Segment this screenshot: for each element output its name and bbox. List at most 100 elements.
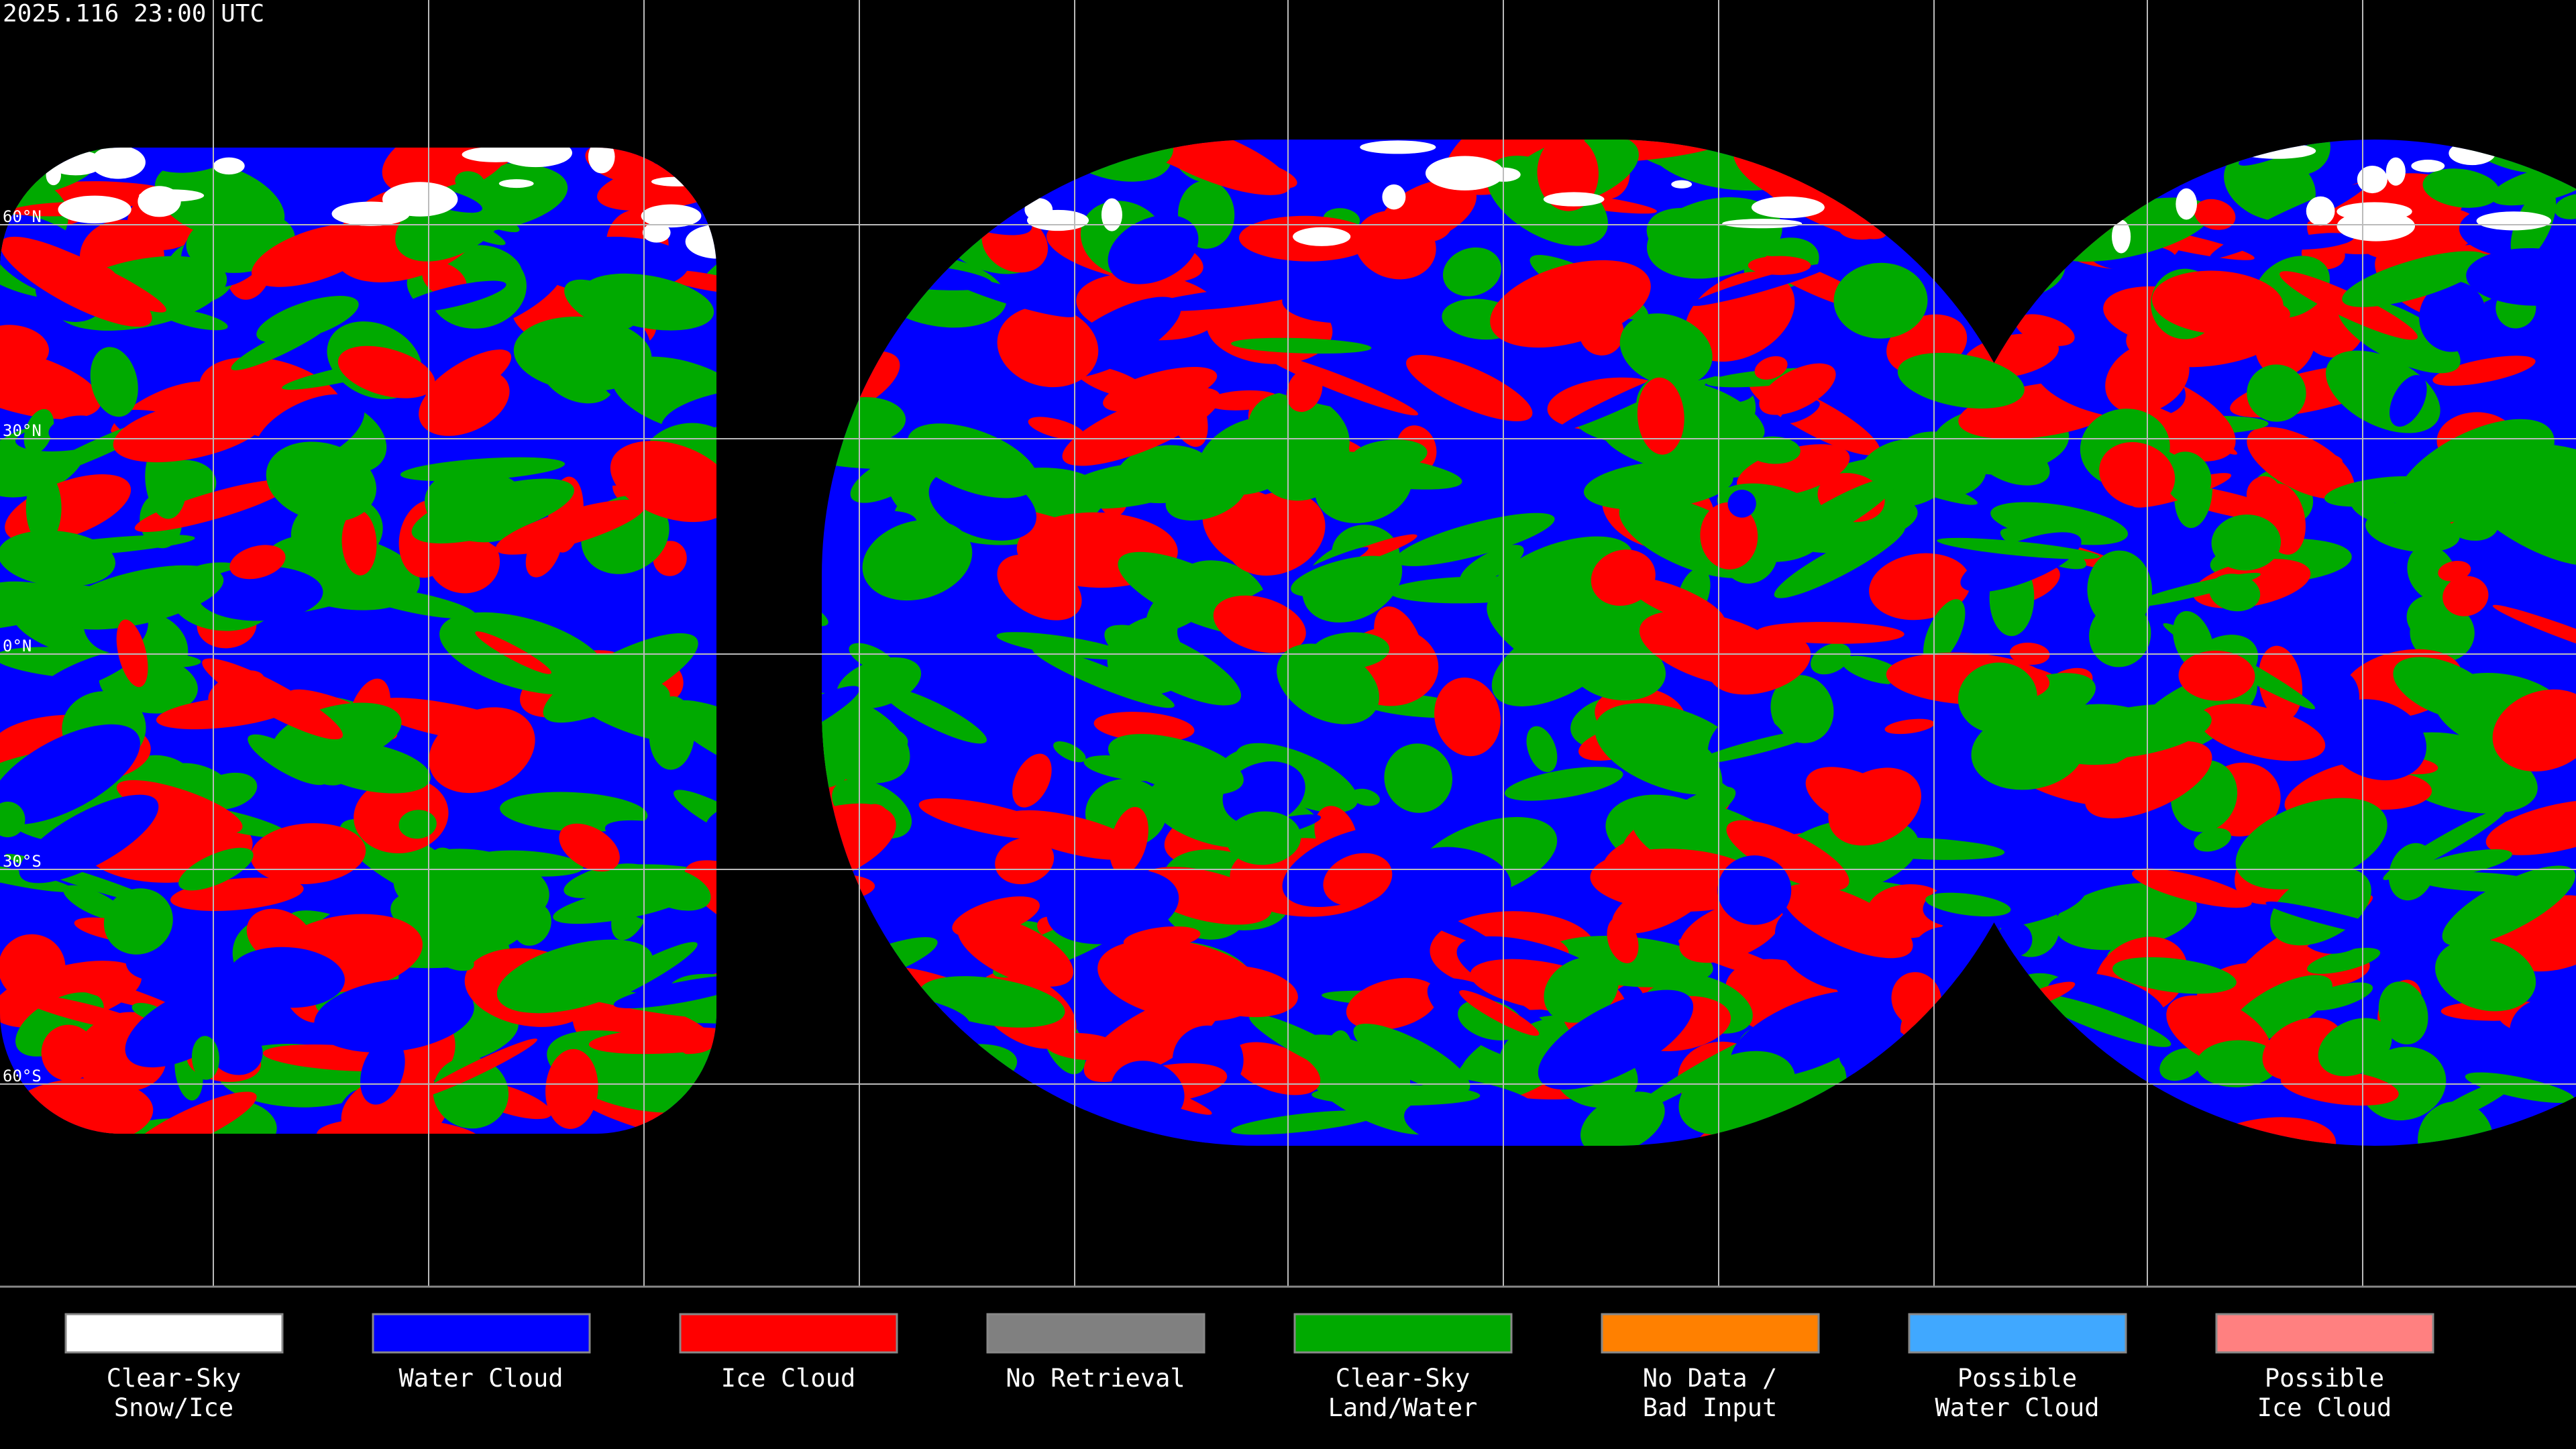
latitude-label: 60°N [3,207,42,226]
cloud-blob [233,640,327,666]
cloud-blob [1213,595,1306,653]
cloud-blob [2085,741,2212,818]
cloud-blob [2390,375,2427,427]
snow-blob [1671,180,1693,189]
cloud-blob [398,810,437,839]
cloud-blob [2280,1069,2399,1106]
cloud-blob [545,1049,598,1129]
snow-blob [2476,211,2552,231]
cloud-blob [1717,855,1792,925]
cloud-blob [205,140,339,179]
cloud-blob [231,317,333,370]
cloud-blob [2509,1000,2576,1069]
cloud-blob [1053,741,1086,763]
cloud-blob [2304,982,2373,1011]
cloud-blob [1666,382,1765,443]
cloud-blob [2265,447,2343,467]
cloud-blob [1012,753,1052,808]
legend-swatch [1293,1313,1513,1354]
cloud-blob [2099,442,2176,507]
cloud-blob [553,883,697,924]
cloud-blob [1404,1097,1526,1146]
cloud-blob [48,415,102,444]
cloud-blob [1897,352,2025,409]
cloud-blob [1372,890,1498,949]
cloud-blob [1537,140,1599,211]
cloud-blob [256,295,359,343]
cloud-blob [1395,513,1555,566]
cloud-blob [1754,356,1788,380]
snow-blob [2411,160,2445,172]
cloud-blob [2265,901,2412,941]
cloud-blob [0,530,116,587]
cloud-blob [1660,786,1736,833]
cloud-blob [1694,729,1821,765]
cloud-blob [1937,537,2100,559]
cloud-blob [2395,419,2555,525]
snow-blob [2357,165,2387,194]
latitude-label: 30°S [3,852,42,871]
cloud-blob [2194,828,2231,852]
cloud-blob [945,274,1076,317]
legend-label: Clear-Sky [1336,1364,1470,1393]
legend-swatch [2215,1313,2434,1354]
cloud-blob [1910,926,1972,983]
cloud-blob [1134,140,1291,195]
cloud-blob [0,589,88,632]
cloud-blob [290,659,368,690]
cloud-blob [160,309,228,331]
cloud-blob [1226,811,1301,865]
cloud-blob [137,140,260,173]
legend-label: No Data / [1643,1364,1777,1393]
cloud-blob [308,741,431,794]
cloud-blob [56,565,224,630]
cloud-blob [2178,650,2255,701]
cloud-blob [1062,387,1221,466]
cloud-blob [1700,502,1758,570]
cloud-blob [2466,248,2576,306]
cloud-blob [1627,578,1725,626]
cloud-blob [1028,417,1085,440]
cloud-blob [1709,633,1811,695]
cloud-blob [559,823,620,872]
cloud-blob [2438,561,2471,582]
cloud-blob [1104,625,1242,706]
cloud-blob [1148,286,1309,311]
cloud-blob [400,280,506,313]
cloud-blob [2198,703,2326,761]
cloud-blob [417,1038,538,1098]
cloud-blob [0,858,74,892]
cloud-blob [1263,352,1419,416]
cloud-blob [2247,364,2306,422]
cloud-blob [1108,734,1244,795]
cloud-blob [1748,256,1811,275]
cloud-blob [2054,883,2197,951]
cloud-blob [0,802,25,838]
cloud-blob [1406,354,1533,421]
cloud-blob [1591,549,1656,606]
cloud-blob [907,423,1038,498]
cloud-blob [593,754,623,785]
cloud-blob [1442,247,1502,297]
cloud-blob [2442,865,2576,947]
cloud-blob [1780,400,1820,424]
cloud-blob [229,545,286,580]
cloud-blob [2211,515,2282,571]
cloud-blob [1249,1014,1378,1083]
legend-swatch [1601,1313,1820,1354]
latitude-label: 60°S [3,1067,42,1085]
cloud-blob [228,947,345,1008]
cloud-blob [429,707,535,794]
snow-blob [1101,198,1122,231]
snow-blob [2337,211,2416,241]
graticule: 60°N 30°N 0°N 30°S 60°S [0,0,2576,1287]
cloud-blob [251,223,378,287]
cloud-blob [1869,553,1971,621]
cloud-blob [1833,262,1928,339]
cloud-blob [2132,868,2252,908]
cloud-blob [1782,883,1913,959]
cloud-blob [1103,366,1218,413]
cloud-blob [457,245,523,288]
cloud-blob [1111,1061,1185,1123]
